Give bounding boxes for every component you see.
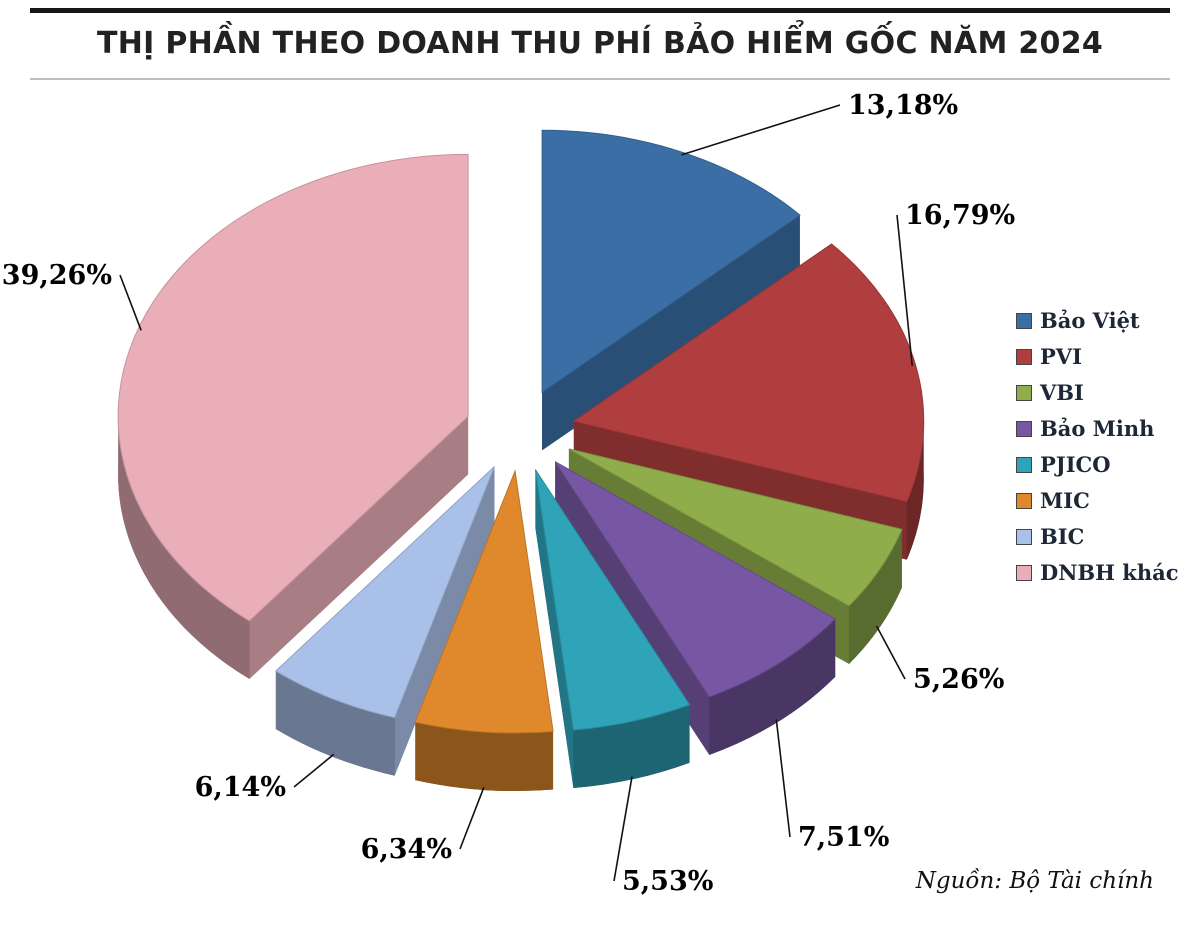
- label-leader-line: [459, 787, 485, 850]
- label-leader-line: [293, 753, 335, 788]
- pie-slice-rim: [415, 722, 554, 792]
- label-lines: [119, 104, 914, 882]
- slice-label-3: 7,51%: [798, 822, 889, 853]
- legend: Bảo Việt PVI VBI Bảo Minh PJICO MIC BIC DNBH kh…: [1016, 308, 1179, 585]
- label-leader-line: [119, 274, 142, 331]
- pie-slice-0: [541, 129, 801, 394]
- legend-item-3: Bảo Minh: [1016, 416, 1179, 441]
- label-leader-line: [613, 776, 633, 882]
- legend-label: BIC: [1040, 524, 1085, 549]
- pie-slice-rim: [906, 421, 924, 560]
- pie-slice-rim: [275, 671, 395, 776]
- label-leader-line: [896, 214, 914, 366]
- label-leader-line: [681, 104, 841, 156]
- slice-label-7: 39,26%: [2, 260, 112, 291]
- legend-item-2: VBI: [1016, 380, 1179, 405]
- legend-item-1: PVI: [1016, 344, 1179, 369]
- legend-label: VBI: [1040, 380, 1084, 405]
- pie-slice-5: [414, 469, 554, 734]
- pie-slice-wall: [394, 466, 495, 776]
- slice-label-1: 16,79%: [905, 200, 1015, 231]
- source-note: Nguồn: Bộ Tài chính: [915, 868, 1154, 894]
- pie-slice-7: [117, 153, 469, 622]
- pie-slice-4: [534, 469, 691, 731]
- legend-swatch: [1016, 384, 1032, 401]
- label-leader-line: [775, 719, 791, 838]
- legend-label: Bảo Việt: [1040, 308, 1140, 333]
- slice-label-0: 13,18%: [848, 90, 958, 121]
- legend-label: PVI: [1040, 344, 1082, 369]
- legend-item-4: PJICO: [1016, 452, 1179, 477]
- title-underline: [30, 78, 1170, 80]
- legend-label: Bảo Minh: [1040, 416, 1155, 441]
- legend-swatch: [1016, 312, 1032, 329]
- legend-item-5: MIC: [1016, 488, 1179, 513]
- slice-label-2: 5,26%: [913, 664, 1004, 695]
- pie-3d: [117, 129, 925, 792]
- legend-swatch: [1016, 528, 1032, 545]
- pie-slice-2: [568, 448, 903, 607]
- pie-slice-wall: [542, 215, 800, 451]
- pie-slice-rim: [573, 704, 690, 788]
- legend-label: MIC: [1040, 488, 1090, 513]
- slice-label-5: 6,34%: [361, 834, 452, 865]
- top-rule: [30, 8, 1170, 13]
- pie-slice-rim: [849, 529, 902, 664]
- legend-item-0: Bảo Việt: [1016, 308, 1179, 333]
- pie-slice-3: [554, 461, 837, 698]
- pie-slice-rim: [118, 416, 250, 679]
- legend-item-6: BIC: [1016, 524, 1179, 549]
- chart-title: THỊ PHẦN THEO DOANH THU PHÍ BẢO HIỂM GỐC…: [96, 26, 1104, 61]
- legend-swatch: [1016, 348, 1032, 365]
- legend-swatch: [1016, 564, 1032, 581]
- legend-label: DNBH khác: [1040, 560, 1179, 585]
- legend-swatch: [1016, 456, 1032, 473]
- slice-label-4: 5,53%: [622, 866, 713, 897]
- pie-slice-wall: [249, 416, 469, 679]
- pie-slice-wall: [535, 469, 574, 788]
- legend-swatch: [1016, 420, 1032, 437]
- legend-item-7: DNBH khác: [1016, 560, 1179, 585]
- pie-slice-1: [572, 243, 925, 503]
- label-leader-line: [875, 625, 906, 680]
- slice-label-6: 6,14%: [195, 772, 286, 803]
- legend-label: PJICO: [1040, 452, 1111, 477]
- slice-labels: 13,18% 16,79% 5,26% 7,51% 5,53% 6,34% 6,14% 39,…: [2, 90, 1015, 897]
- legend-swatch: [1016, 492, 1032, 509]
- pie-slice-6: [274, 466, 495, 719]
- pie-slice-rim: [709, 618, 836, 755]
